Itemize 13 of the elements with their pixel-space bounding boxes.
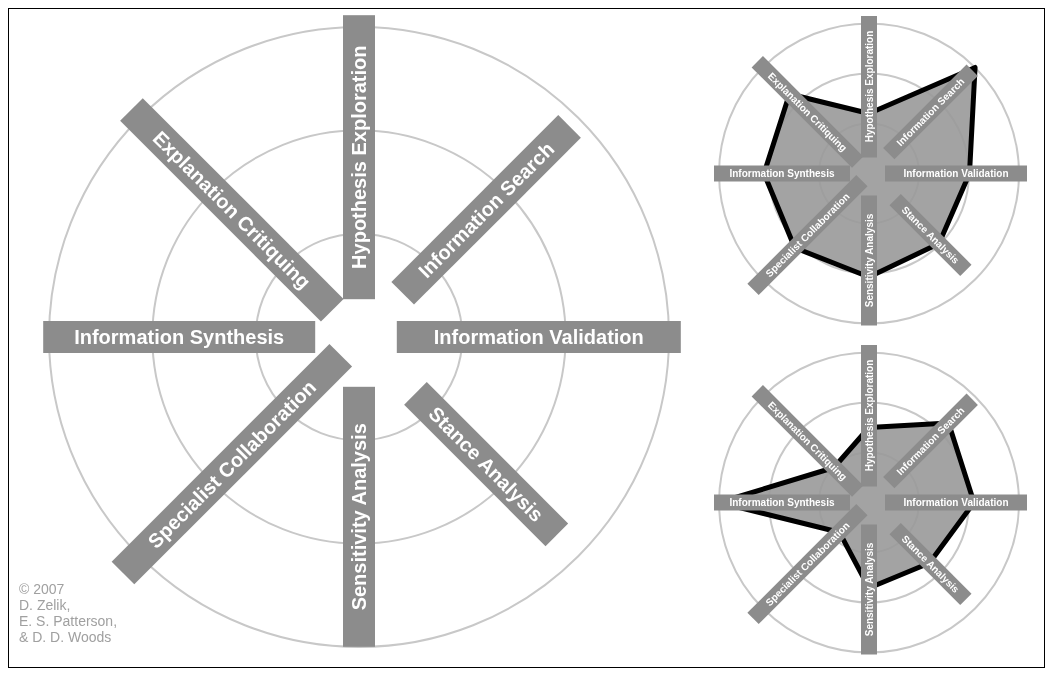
spoke-label: Information Validation — [903, 168, 1009, 179]
spoke-label: Information Synthesis — [729, 497, 835, 508]
spoke-label: Sensitivity Analysis — [863, 542, 875, 637]
spoke-label: Information Synthesis — [74, 326, 285, 348]
spoke-label: Information Validation — [433, 326, 644, 348]
spoke-label: Hypothesis Exploration — [348, 45, 370, 269]
spoke-label: Hypothesis Exploration — [863, 30, 875, 143]
spoke-label: Hypothesis Exploration — [863, 359, 875, 472]
spoke-label: Information Synthesis — [729, 168, 835, 179]
spoke-label: Sensitivity Analysis — [348, 423, 370, 611]
text: © 2007 D. Zelik, E. S. Patterson, & D. D. Woods — [19, 581, 118, 645]
spoke-label: Sensitivity Analysis — [863, 213, 875, 308]
spoke-label: Information Validation — [903, 497, 1009, 508]
